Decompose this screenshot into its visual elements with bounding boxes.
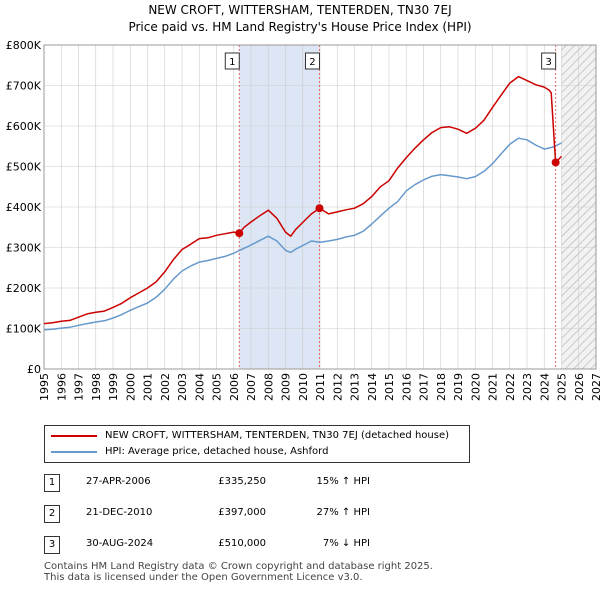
x-tick-label: 2002: [159, 373, 172, 401]
y-tick-label: £100K: [6, 323, 42, 336]
x-tick-label: 2015: [383, 373, 396, 401]
transaction-number: 3: [44, 536, 60, 554]
x-tick-label: 2010: [297, 373, 310, 401]
footer-licence: This data is licensed under the Open Gov…: [44, 572, 363, 583]
x-tick-label: 2027: [590, 373, 600, 401]
x-tick-label: 2021: [487, 373, 500, 401]
x-tick-label: 2005: [211, 373, 224, 401]
sale-label-box: [224, 52, 240, 70]
legend-label-property: NEW CROFT, WITTERSHAM, TENTERDEN, TN30 7…: [105, 430, 450, 441]
y-tick-label: £200K: [6, 282, 42, 295]
transaction-date: 30-AUG-2024: [86, 538, 154, 549]
transaction-number: 2: [44, 505, 60, 523]
footer-copyright: Contains HM Land Registry data © Crown c…: [44, 561, 433, 572]
x-tick-label: 2023: [521, 373, 534, 401]
y-tick-label: £700K: [6, 80, 42, 93]
y-tick-label: £600K: [6, 120, 42, 133]
transaction-hpi: 15% ↑ HPI: [316, 476, 370, 487]
plot-frame: [43, 44, 597, 370]
transaction-date: 27-APR-2006: [86, 476, 151, 487]
x-tick-label: 2026: [573, 373, 586, 401]
legend-label-hpi: HPI: Average price, detached house, Ashf…: [105, 446, 329, 457]
sale-label: 1: [229, 57, 235, 68]
x-tick-label: 2017: [418, 373, 431, 401]
footer: Contains HM Land Registry data © Crown c…: [44, 561, 433, 583]
sale-label: 2: [309, 57, 315, 68]
x-tick-label: 2000: [124, 373, 137, 401]
y-tick-label: £300K: [6, 242, 42, 255]
x-tick-label: 2016: [400, 373, 413, 401]
legend-swatch-hpi: [51, 451, 97, 453]
transaction-price: £397,000: [218, 507, 266, 518]
sale-point: [315, 204, 324, 213]
property-series-line: [43, 75, 563, 325]
x-tick-label: 2012: [331, 373, 344, 401]
x-tick-label: 2020: [469, 373, 482, 401]
transaction-date: 21-DEC-2010: [86, 507, 153, 518]
x-tick-label: 2014: [366, 373, 379, 401]
chart-title: NEW CROFT, WITTERSHAM, TENTERDEN, TN30 7…: [148, 3, 452, 17]
x-tick-label: 1997: [73, 373, 86, 401]
x-tick-label: 2025: [556, 373, 569, 401]
x-tick-label: 2001: [142, 373, 155, 401]
legend-swatch-property: [51, 435, 97, 437]
legend: NEW CROFT, WITTERSHAM, TENTERDEN, TN30 7…: [44, 425, 470, 463]
sale-point: [235, 229, 244, 238]
sale-label-box: [304, 52, 320, 70]
y-tick-label: £500K: [6, 161, 42, 174]
x-tick-label: 2003: [176, 373, 189, 401]
sale-label-box: [541, 52, 557, 70]
x-tick-label: 2024: [538, 373, 551, 401]
y-tick-label: £0: [27, 363, 41, 376]
x-tick-label: 1996: [55, 373, 68, 401]
x-tick-label: 2006: [228, 373, 241, 401]
x-tick-label: 1998: [90, 373, 103, 401]
chart-subtitle: Price paid vs. HM Land Registry's House …: [128, 20, 472, 34]
x-tick-label: 2022: [504, 373, 517, 401]
x-tick-label: 2009: [280, 373, 293, 401]
x-tick-label: 2018: [435, 373, 448, 401]
x-tick-label: 2011: [314, 373, 327, 401]
sale-point: [551, 158, 560, 167]
y-tick-label: £800K: [6, 39, 42, 52]
x-tick-label: 1999: [107, 373, 120, 401]
x-tick-label: 2007: [245, 373, 258, 401]
transaction-hpi: 7% ↓ HPI: [322, 538, 370, 549]
hpi-series-line: [43, 137, 562, 331]
transaction-price: £335,250: [218, 476, 266, 487]
transaction-price: £510,000: [218, 538, 266, 549]
x-tick-label: 1995: [38, 373, 51, 401]
x-tick-label: 2008: [262, 373, 275, 401]
transaction-number: 1: [44, 474, 60, 492]
y-tick-label: £400K: [6, 201, 42, 214]
sale-label: 3: [545, 57, 551, 68]
price-chart: £0 £100K £200K £300K £400K £500K £600K £700K £80…: [6, 39, 600, 401]
x-tick-label: 2013: [349, 373, 362, 401]
x-tick-label: 2019: [452, 373, 465, 401]
x-tick-label: 2004: [193, 373, 206, 401]
transaction-hpi: 27% ↑ HPI: [316, 507, 370, 518]
